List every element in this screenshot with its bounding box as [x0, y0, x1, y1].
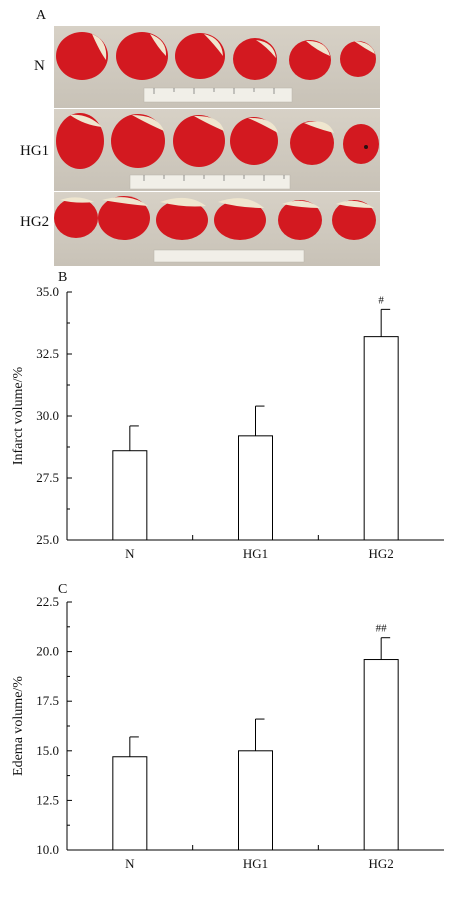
infarct-bar-hg2: [363, 336, 399, 541]
infarct-y-tick-label: 35.0: [36, 284, 59, 299]
infarct-x-tick-label: N: [125, 546, 135, 561]
edema-bar-hg1: [238, 750, 273, 851]
row-label-hg1: HG1: [20, 143, 50, 159]
panel-b-label: B: [58, 270, 68, 285]
edema-x-tick-label: HG2: [369, 856, 394, 871]
infarct-x-tick-label: HG1: [243, 546, 268, 561]
infarct-bar-n: [112, 450, 148, 541]
edema-y-axis-label: Edema volume/%: [11, 676, 26, 776]
row-label-hg2: HG2: [20, 214, 50, 230]
edema-y-tick-label: 22.5: [36, 594, 59, 609]
edema-y-tick-label: 12.5: [36, 792, 59, 807]
infarct-y-axis-label: Infarct volume/%: [11, 366, 26, 465]
infarct-volume-chart: 25.0 27.5 30.0 32.5 35.0 N HG1 HG2 # Infarct volu…: [11, 284, 444, 561]
infarct-y-tick-label: 27.5: [36, 470, 59, 485]
row-label-n: N: [34, 58, 45, 74]
infarct-y-tick-label: 25.0: [36, 532, 59, 547]
infarct-y-tick-label: 32.5: [36, 346, 59, 361]
infarct-x-tick-label: HG2: [369, 546, 394, 561]
edema-y-tick-label: 15.0: [36, 743, 59, 758]
edema-x-tick-label: N: [125, 856, 135, 871]
edema-volume-chart: 10.0 12.5 15.0 17.5 20.0 22.5 N HG1 HG2 ## Edema v…: [11, 594, 444, 871]
brain-slices-photo-hg1: [54, 109, 380, 191]
infarct-y-tick-label: 30.0: [36, 408, 59, 423]
brain-slices-image-hg2: [54, 196, 376, 263]
edema-y-tick-label: 10.0: [36, 842, 59, 857]
brain-slices-image-n: [56, 32, 376, 103]
edema-x-tick-label: HG1: [243, 856, 268, 871]
edema-y-tick-label: 20.0: [36, 644, 59, 659]
brain-slices-image-hg1: [56, 113, 379, 190]
brain-slices-photo-n: [54, 26, 380, 108]
edema-bar-hg2: [363, 659, 399, 851]
brain-slices-photo-hg2: [54, 192, 380, 266]
infarct-bar-hg1: [238, 435, 273, 541]
edema-bar-n: [112, 756, 148, 851]
infarct-significance-mark: #: [378, 294, 384, 306]
panel-a-label: A: [36, 8, 47, 23]
edema-significance-mark: ##: [376, 623, 388, 635]
panel-c-label: C: [58, 582, 68, 597]
edema-y-tick-label: 17.5: [36, 693, 59, 708]
